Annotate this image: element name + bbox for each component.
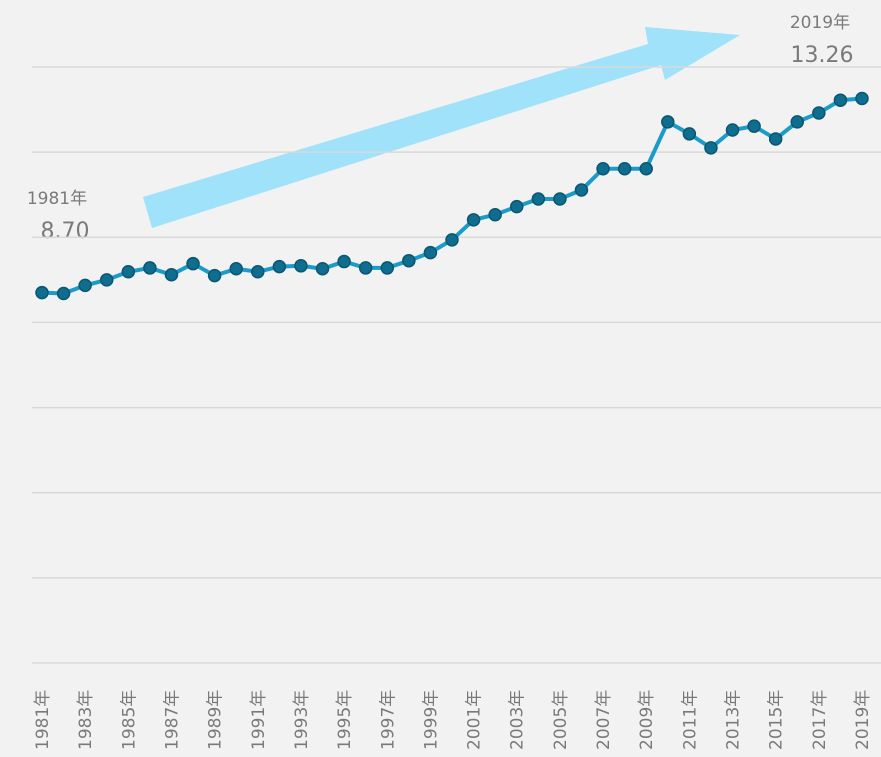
trend-arrow <box>143 27 740 228</box>
marker <box>78 278 92 293</box>
annotation-label: 1981年 <box>27 189 87 209</box>
marker <box>488 207 502 222</box>
marker <box>251 265 265 279</box>
marker <box>272 259 287 274</box>
marker <box>445 233 459 247</box>
marker <box>833 93 848 107</box>
marker <box>682 127 697 141</box>
x-tick-label: 1995年 <box>335 690 355 750</box>
annotation-value: 13.26 <box>791 43 854 68</box>
x-tick-label: 2015年 <box>767 690 787 750</box>
x-tick-label: 1987年 <box>162 690 182 750</box>
x-tick-label: 1985年 <box>119 690 139 750</box>
marker <box>294 259 308 273</box>
marker <box>617 161 632 176</box>
marker <box>661 115 675 129</box>
marker <box>121 265 136 279</box>
marker <box>574 183 589 197</box>
marker <box>704 141 718 155</box>
marker <box>423 245 438 260</box>
x-tick-label: 2007年 <box>594 690 614 750</box>
marker <box>790 115 805 129</box>
marker <box>164 267 179 282</box>
marker <box>358 261 373 275</box>
x-tick-label: 1989年 <box>206 690 226 750</box>
marker <box>207 268 222 283</box>
x-tick-label: 1997年 <box>378 690 398 750</box>
x-tick-label: 2011年 <box>680 690 700 750</box>
annotation-value: 8.70 <box>41 219 90 244</box>
marker <box>747 119 761 133</box>
marker <box>812 106 826 120</box>
marker <box>531 192 546 206</box>
x-tick-label: 2005年 <box>551 690 571 750</box>
marker <box>596 161 610 176</box>
marker <box>315 262 330 276</box>
annotation-label: 2019年 <box>790 13 850 33</box>
marker <box>229 262 243 276</box>
marker <box>639 161 653 176</box>
marker <box>143 261 157 275</box>
marker <box>725 123 740 137</box>
marker <box>337 254 351 269</box>
marker <box>186 256 200 271</box>
marker <box>99 273 114 287</box>
x-tick-label: 2003年 <box>508 690 528 750</box>
marker <box>855 91 869 106</box>
marker <box>402 253 416 268</box>
marker <box>509 199 524 214</box>
x-tick-label: 2001年 <box>465 690 485 750</box>
x-tick-label: 1983年 <box>76 690 96 750</box>
x-tick-label: 1999年 <box>421 690 441 750</box>
x-tick-label: 1991年 <box>249 690 269 750</box>
marker <box>380 261 395 275</box>
marker <box>35 285 49 300</box>
marker <box>466 213 481 227</box>
x-tick-label: 2019年 <box>853 690 873 750</box>
x-tick-label: 2017年 <box>810 690 830 750</box>
x-tick-label: 2009年 <box>637 690 657 750</box>
marker <box>56 286 71 301</box>
x-tick-label: 1993年 <box>292 690 312 750</box>
marker <box>553 192 567 206</box>
marker <box>768 132 783 146</box>
x-tick-label: 1981年 <box>33 690 53 750</box>
x-tick-label: 2013年 <box>724 690 744 750</box>
